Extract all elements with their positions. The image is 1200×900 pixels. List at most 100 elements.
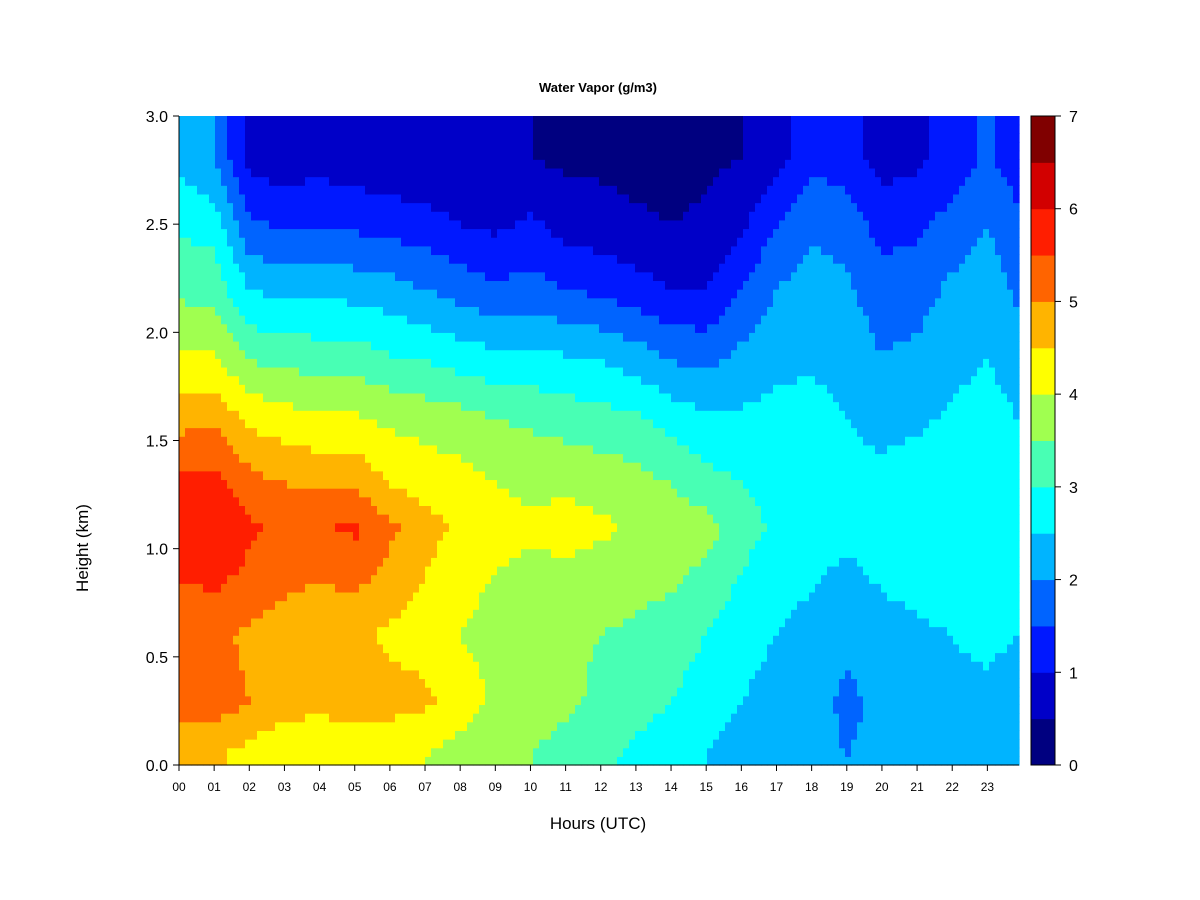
heatmap-cell <box>563 176 570 186</box>
heatmap-cell <box>251 540 258 550</box>
heatmap-cell <box>389 306 396 316</box>
heatmap-cell <box>287 626 294 636</box>
heatmap-cell <box>359 323 366 333</box>
heatmap-cell <box>509 116 516 126</box>
heatmap-cell <box>503 211 510 221</box>
heatmap-cell <box>401 150 408 160</box>
heatmap-cell <box>257 462 264 472</box>
heatmap-cell <box>353 366 360 377</box>
heatmap-cell <box>467 687 474 697</box>
heatmap-cell <box>461 358 468 368</box>
heatmap-cell <box>461 245 468 256</box>
heatmap-cell <box>203 591 210 602</box>
heatmap-cell <box>227 193 234 204</box>
heatmap-cell <box>299 522 306 532</box>
heatmap-cell <box>335 444 342 455</box>
heatmap-cell <box>401 583 408 593</box>
heatmap-cell <box>323 289 330 299</box>
heatmap-cell <box>245 617 252 628</box>
heatmap-cell <box>221 323 228 333</box>
heatmap-cell <box>221 185 228 195</box>
heatmap-cell <box>521 462 528 472</box>
heatmap-cell <box>485 427 492 437</box>
heatmap-cell <box>359 366 366 377</box>
heatmap-cell <box>533 297 540 307</box>
heatmap-cell <box>245 557 252 567</box>
heatmap-cell <box>287 418 294 429</box>
heatmap-cell <box>497 315 504 325</box>
heatmap-cell <box>233 600 240 610</box>
heatmap-cell <box>215 713 222 723</box>
heatmap-cell <box>455 193 462 204</box>
heatmap-cell <box>551 531 558 541</box>
heatmap-cell <box>419 453 426 463</box>
heatmap-cell <box>263 427 270 437</box>
heatmap-cell <box>257 219 264 230</box>
heatmap-cell <box>377 410 384 420</box>
heatmap-cell <box>203 574 210 584</box>
heatmap-cell <box>533 583 540 593</box>
heatmap-cell <box>341 626 348 636</box>
heatmap-cell <box>377 133 384 143</box>
heatmap-cell <box>473 522 480 532</box>
heatmap-cell <box>551 522 558 532</box>
heatmap-cell <box>437 237 444 247</box>
heatmap-cell <box>467 159 474 169</box>
heatmap-cell <box>263 306 270 316</box>
heatmap-cell <box>479 643 486 654</box>
heatmap-cell <box>389 626 396 636</box>
heatmap-cell <box>389 384 396 394</box>
heatmap-cell <box>221 366 228 377</box>
heatmap-cell <box>293 228 300 238</box>
heatmap-cell <box>431 219 438 230</box>
heatmap-cell <box>185 219 192 230</box>
heatmap-cell <box>545 211 552 221</box>
heatmap-cell <box>407 384 414 394</box>
heatmap-cell <box>563 427 570 437</box>
heatmap-cell <box>299 531 306 541</box>
heatmap-cell <box>341 366 348 377</box>
heatmap-cell <box>287 514 294 524</box>
heatmap-cell <box>281 617 288 628</box>
heatmap-cell <box>239 245 246 256</box>
heatmap-cell <box>383 591 390 602</box>
heatmap-cell <box>455 116 462 126</box>
heatmap-cell <box>509 488 516 498</box>
heatmap-cell <box>437 462 444 472</box>
heatmap-cell <box>305 193 312 204</box>
heatmap-cell <box>257 228 264 238</box>
heatmap-cell <box>551 418 558 429</box>
heatmap-cell <box>485 695 492 706</box>
heatmap-cell <box>293 384 300 394</box>
heatmap-cell <box>347 349 354 359</box>
heatmap-cell <box>497 730 504 740</box>
heatmap-cell <box>197 193 204 204</box>
heatmap-cell <box>197 323 204 333</box>
heatmap-cell <box>305 643 312 654</box>
heatmap-cell <box>443 410 450 420</box>
heatmap-cell <box>269 185 276 195</box>
heatmap-cell <box>479 193 486 204</box>
heatmap-cell <box>335 687 342 697</box>
heatmap-cell <box>383 514 390 524</box>
heatmap-cell <box>515 193 522 204</box>
heatmap-cell <box>275 704 282 714</box>
heatmap-cell <box>359 384 366 394</box>
heatmap-cell <box>491 626 498 636</box>
heatmap-cell <box>443 652 450 662</box>
heatmap-cell <box>293 116 300 126</box>
heatmap-cell <box>365 635 372 645</box>
heatmap-cell <box>239 687 246 697</box>
heatmap-cell <box>491 678 498 688</box>
heatmap-cell <box>473 652 480 662</box>
heatmap-cell <box>509 739 516 749</box>
heatmap-cell <box>215 116 222 126</box>
heatmap-cell <box>215 332 222 342</box>
heatmap-cell <box>533 462 540 472</box>
heatmap-cell <box>521 167 528 178</box>
heatmap-cell <box>179 557 186 567</box>
heatmap-cell <box>569 565 576 576</box>
heatmap-cell <box>341 661 348 671</box>
heatmap-cell <box>287 332 294 342</box>
heatmap-cell <box>215 401 222 411</box>
